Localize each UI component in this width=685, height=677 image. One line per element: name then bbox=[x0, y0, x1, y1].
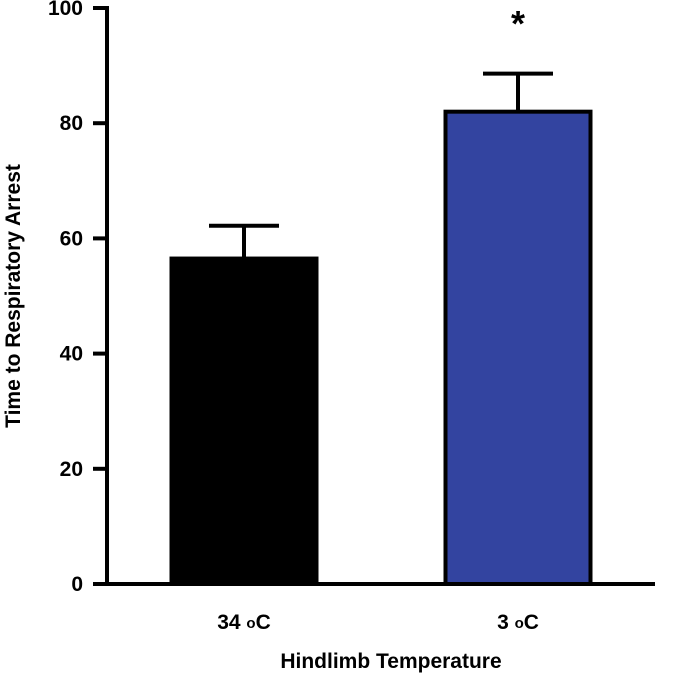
bars-layer bbox=[169, 109, 593, 587]
y-tick-label: 60 bbox=[60, 227, 83, 250]
x-category-label: 3 oC bbox=[497, 611, 539, 634]
error-bars-layer bbox=[209, 71, 553, 259]
annotations-layer: * bbox=[511, 3, 525, 44]
y-ticks-layer: 0 20 40 60 80 100 bbox=[48, 0, 107, 596]
y-tick-label: 100 bbox=[48, 0, 83, 20]
significance-marker: * bbox=[511, 3, 525, 44]
bar bbox=[443, 109, 593, 587]
y-tick-label: 40 bbox=[60, 343, 83, 366]
y-tick-label: 80 bbox=[60, 112, 83, 135]
y-tick-label: 20 bbox=[60, 458, 83, 481]
y-tick-label: 0 bbox=[71, 573, 83, 596]
x-axis-title: Hindlimb Temperature bbox=[280, 650, 501, 673]
y-axis-title: Time to Respiratory Arrest bbox=[2, 164, 25, 428]
bar bbox=[169, 256, 319, 586]
x-category-label: 34 oC bbox=[217, 611, 271, 634]
x-category-labels: 34 oC 3 oC bbox=[217, 611, 539, 634]
